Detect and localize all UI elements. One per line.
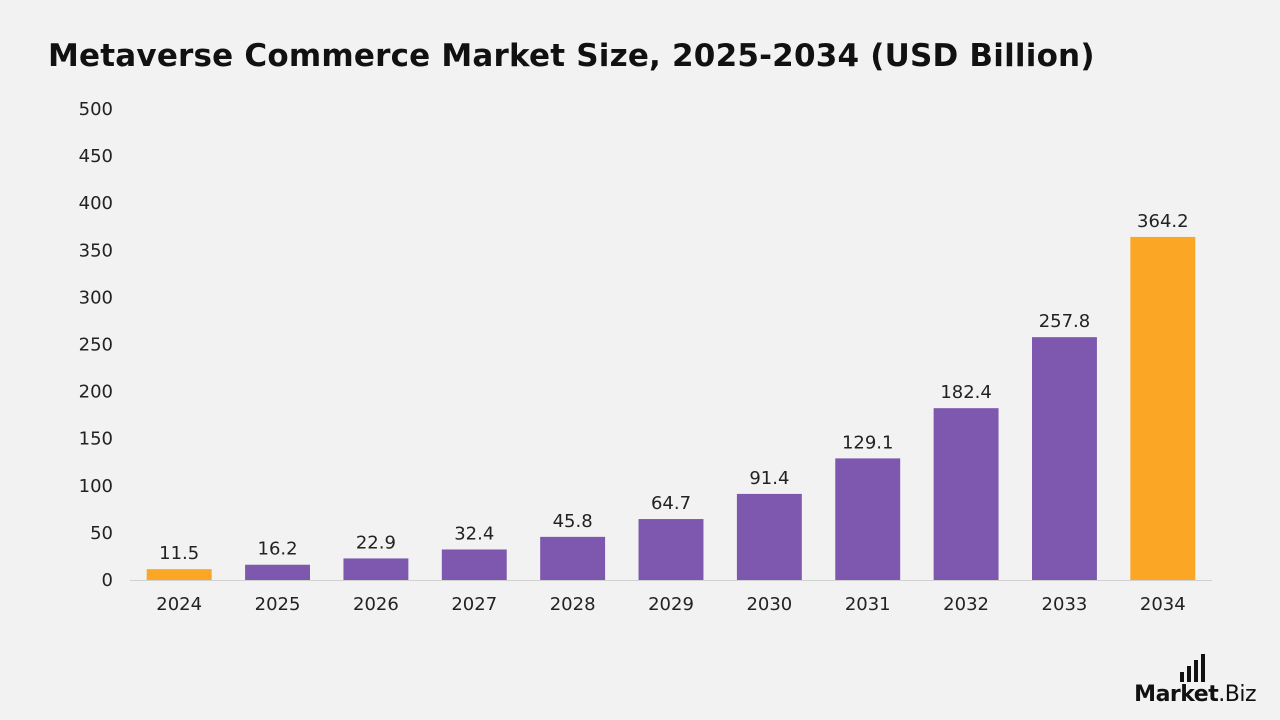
data-label: 11.5: [159, 543, 199, 564]
y-tick-label: 50: [90, 523, 113, 544]
data-label: 16.2: [258, 539, 298, 560]
y-tick-label: 250: [79, 335, 113, 356]
data-label: 364.2: [1137, 211, 1189, 232]
bar-2031: [835, 458, 901, 580]
data-label: 45.8: [553, 511, 593, 532]
bar-2027: [441, 549, 507, 580]
x-tick-label: 2034: [1140, 594, 1186, 615]
signal-bars-icon: [1180, 654, 1205, 682]
bar-2033: [1031, 337, 1097, 580]
bar-2030: [736, 493, 802, 580]
x-tick-label: 2031: [845, 594, 891, 615]
brand-name-suffix: .Biz: [1218, 682, 1256, 707]
x-tick-label: 2030: [746, 594, 792, 615]
y-tick-label: 0: [102, 570, 113, 591]
bar-2024: [146, 569, 212, 580]
y-tick-label: 350: [79, 240, 113, 261]
data-label: 91.4: [749, 468, 789, 489]
x-tick-label: 2025: [255, 594, 301, 615]
x-tick-label: 2032: [943, 594, 989, 615]
y-tick-label: 200: [79, 382, 113, 403]
x-tick-label: 2033: [1042, 594, 1088, 615]
brand-name-bold: Market: [1134, 682, 1219, 707]
bar-2028: [540, 536, 606, 580]
x-tick-label: 2028: [550, 594, 596, 615]
bar-2034: [1130, 236, 1196, 581]
data-label: 22.9: [356, 532, 396, 553]
brand-name: Market.Biz: [1134, 684, 1256, 706]
data-label: 32.4: [454, 523, 494, 544]
brand-logo: Market.Biz: [1134, 654, 1256, 706]
bar-2029: [638, 519, 704, 580]
data-label: 64.7: [651, 493, 691, 514]
x-tick-label: 2024: [156, 594, 202, 615]
data-label: 129.1: [842, 432, 894, 453]
x-tick-label: 2027: [451, 594, 497, 615]
bar-2026: [343, 558, 409, 580]
y-tick-label: 450: [79, 146, 113, 167]
y-tick-label: 100: [79, 476, 113, 497]
chart-title: Metaverse Commerce Market Size, 2025-203…: [48, 38, 1095, 74]
data-label: 182.4: [940, 382, 992, 403]
y-tick-label: 150: [79, 429, 113, 450]
y-tick-label: 500: [79, 99, 113, 120]
bar-2032: [933, 408, 999, 580]
data-label: 257.8: [1039, 311, 1091, 332]
x-tick-label: 2026: [353, 594, 399, 615]
bar-2025: [245, 564, 311, 580]
y-tick-label: 300: [79, 287, 113, 308]
x-tick-label: 2029: [648, 594, 694, 615]
y-tick-label: 400: [79, 193, 113, 214]
